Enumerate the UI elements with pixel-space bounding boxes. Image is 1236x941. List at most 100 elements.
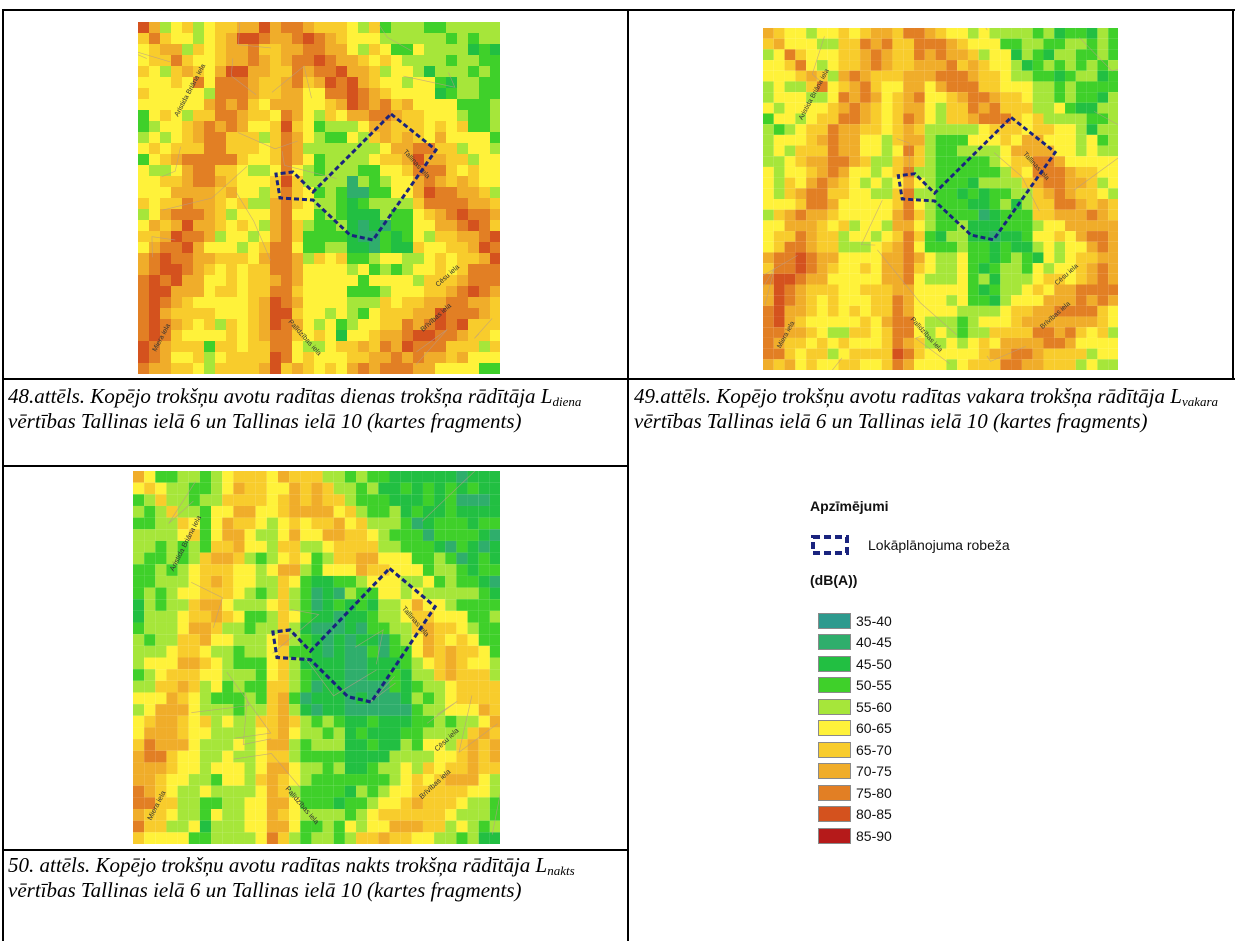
noise-cell	[325, 198, 336, 209]
noise-cell	[233, 715, 245, 728]
noise-cell	[138, 154, 149, 165]
noise-cell	[292, 275, 303, 286]
noise-cell	[347, 176, 358, 187]
noise-cell	[1086, 60, 1098, 71]
noise-cell	[281, 165, 292, 176]
noise-cell	[445, 832, 457, 844]
noise-cell	[233, 785, 245, 798]
noise-cell	[422, 575, 435, 588]
noise-cell	[333, 517, 345, 530]
noise-cell	[259, 242, 270, 253]
noise-cell	[378, 610, 390, 623]
noise-cell	[411, 739, 423, 751]
noise-cell	[935, 327, 947, 338]
noise-cell	[1054, 156, 1066, 167]
noise-cell	[171, 33, 182, 44]
noise-cell	[881, 295, 893, 306]
noise-cell	[816, 124, 828, 135]
noise-cell	[160, 99, 171, 110]
noise-cell	[1086, 327, 1098, 338]
noise-cell	[133, 622, 145, 635]
noise-cell	[325, 143, 336, 154]
noise-cell	[914, 273, 925, 285]
noise-cell	[358, 132, 369, 143]
noise-cell	[434, 517, 446, 530]
noise-cell	[155, 517, 167, 530]
noise-cell	[489, 599, 500, 611]
noise-cell	[215, 220, 226, 231]
noise-cell	[795, 156, 807, 167]
noise-cell	[422, 762, 435, 775]
noise-cell	[177, 785, 189, 798]
noise-cell	[806, 60, 817, 71]
noise-cell	[860, 134, 871, 146]
noise-cell	[946, 177, 958, 189]
noise-cell	[289, 540, 301, 553]
noise-cell	[391, 242, 402, 253]
noise-map-night: Aristida Briāna iela Tallinas iela Cēsu ie…	[133, 471, 500, 844]
noise-cell	[1086, 273, 1098, 285]
noise-cell	[1075, 263, 1087, 274]
noise-cell	[266, 482, 278, 495]
noise-cell	[380, 363, 391, 374]
noise-cell	[445, 599, 457, 611]
noise-cell	[188, 704, 200, 716]
noise-cell	[924, 199, 936, 210]
noise-cell	[347, 297, 358, 308]
noise-cell	[303, 275, 314, 286]
noise-cell	[149, 77, 160, 88]
noise-cell	[270, 352, 281, 363]
noise-cell	[1021, 231, 1033, 242]
noise-cell	[336, 330, 347, 341]
noise-cell	[1043, 209, 1055, 221]
noise-cell	[303, 198, 314, 209]
noise-cell	[226, 22, 237, 33]
noise-cell	[402, 132, 413, 143]
noise-cell	[457, 209, 468, 220]
legend-swatch	[818, 612, 851, 629]
noise-cell	[177, 797, 189, 810]
noise-cell	[478, 622, 490, 635]
noise-cell	[277, 622, 290, 635]
noise-cell	[314, 352, 325, 363]
noise-cell	[303, 363, 314, 374]
noise-cell	[1086, 145, 1098, 157]
noise-cell	[333, 634, 345, 646]
noise-cell	[881, 305, 893, 317]
noise-cell	[155, 634, 167, 646]
noise-cell	[1097, 113, 1109, 125]
noise-cell	[277, 820, 290, 833]
noise-cell	[1075, 327, 1087, 338]
noise-cell	[422, 471, 435, 483]
noise-cell	[490, 33, 500, 44]
noise-cell	[1075, 113, 1087, 125]
noise-cell	[413, 44, 424, 55]
noise-cell	[489, 739, 500, 751]
noise-cell	[413, 99, 424, 110]
noise-cell	[333, 727, 345, 740]
noise-cell	[946, 81, 958, 93]
noise-cell	[946, 273, 958, 285]
noise-cell	[773, 60, 785, 71]
noise-cell	[784, 70, 796, 82]
noise-cell	[478, 739, 490, 751]
noise-cell	[311, 564, 323, 576]
noise-cell	[838, 28, 850, 39]
noise-cell	[289, 704, 301, 716]
noise-cell	[413, 209, 424, 220]
noise-cell	[827, 359, 839, 370]
noise-cell	[967, 81, 979, 93]
noise-cell	[903, 134, 915, 146]
noise-cell	[182, 286, 193, 297]
noise-cell	[138, 22, 149, 33]
noise-cell	[924, 273, 936, 285]
noise-cell	[860, 220, 871, 232]
noise-cell	[827, 113, 839, 125]
noise-cell	[144, 715, 156, 728]
noise-cell	[138, 132, 149, 143]
noise-cell	[468, 363, 479, 374]
noise-cell	[211, 482, 223, 495]
noise-cell	[281, 330, 292, 341]
noise-cell	[411, 505, 423, 518]
